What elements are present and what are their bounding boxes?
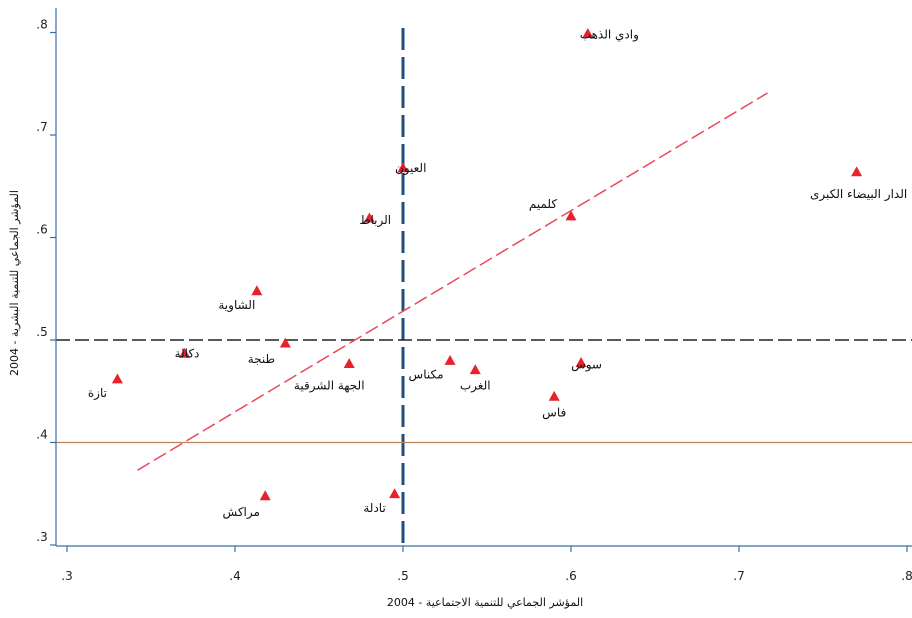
data-point-marker (851, 166, 863, 177)
data-point-marker (565, 210, 577, 221)
data-points (111, 28, 863, 501)
data-point-marker (444, 355, 456, 365)
data-point-label: سوس (571, 358, 602, 373)
data-point-label: الدار البيضاء الكبرى (810, 187, 907, 202)
data-point-marker (259, 490, 271, 501)
x-tick-label: .4 (229, 569, 240, 583)
y-tick-label: .4 (36, 428, 47, 442)
data-point-marker (575, 357, 587, 367)
data-point-label: الرباط (359, 213, 391, 228)
data-point-marker (548, 390, 560, 401)
x-tick-label: .8 (901, 569, 912, 583)
data-point-label: وادي الذهب (580, 28, 639, 43)
fit-line-group (137, 92, 768, 471)
data-point-marker (343, 358, 355, 368)
data-point-label: دكالة (175, 346, 200, 360)
data-point-marker (469, 364, 481, 375)
y-tick-label: .7 (36, 120, 47, 134)
x-tick-label: .5 (397, 569, 408, 583)
reference-lines (56, 28, 912, 546)
axes: .3 .4 .5 .6 .7 .8 .3 .4 .5 .6 .7 .8 (36, 8, 912, 583)
x-tick-label: .3 (61, 569, 72, 583)
data-point-label: الجهة الشرقية (294, 379, 365, 394)
data-point-label: العيون (395, 161, 426, 176)
data-point-label: مكناس (409, 368, 444, 383)
y-tick-label: .6 (36, 223, 47, 237)
x-tick-label: .6 (565, 569, 576, 583)
data-point-marker (279, 337, 291, 348)
data-point-label: كلميم (529, 197, 558, 211)
fit-line (137, 92, 768, 471)
data-point-label: الشاوية (218, 298, 255, 313)
data-point-label: الغرب (460, 379, 491, 394)
data-point-marker (251, 285, 263, 296)
y-axis-title: المؤشر الجماعي للتنمية البشرية - 2004 (8, 190, 21, 376)
data-point-marker (397, 162, 409, 173)
data-point-marker (582, 28, 594, 38)
data-point-label: تادلة (363, 501, 385, 515)
data-point-label: طنجة (248, 352, 275, 366)
data-point-label: تازة (88, 386, 107, 401)
x-axis-title: المؤشر الجماعي للتنمية الاجتماعية - 2004 (387, 596, 583, 609)
data-point-label: فاس (542, 405, 566, 420)
y-tick-label: .3 (36, 530, 47, 544)
y-tick-label: .8 (36, 18, 47, 32)
data-point-marker (179, 347, 191, 358)
y-tick-label: .5 (36, 325, 47, 339)
x-tick-label: .7 (733, 569, 744, 583)
data-point-marker (111, 373, 123, 384)
point-labels: وادي الذهب العيون الدار البيضاء الكبرى كلمي… (88, 28, 907, 520)
data-point-marker (389, 488, 401, 499)
data-point-marker (363, 212, 375, 223)
data-point-label: مراكش (223, 505, 260, 520)
